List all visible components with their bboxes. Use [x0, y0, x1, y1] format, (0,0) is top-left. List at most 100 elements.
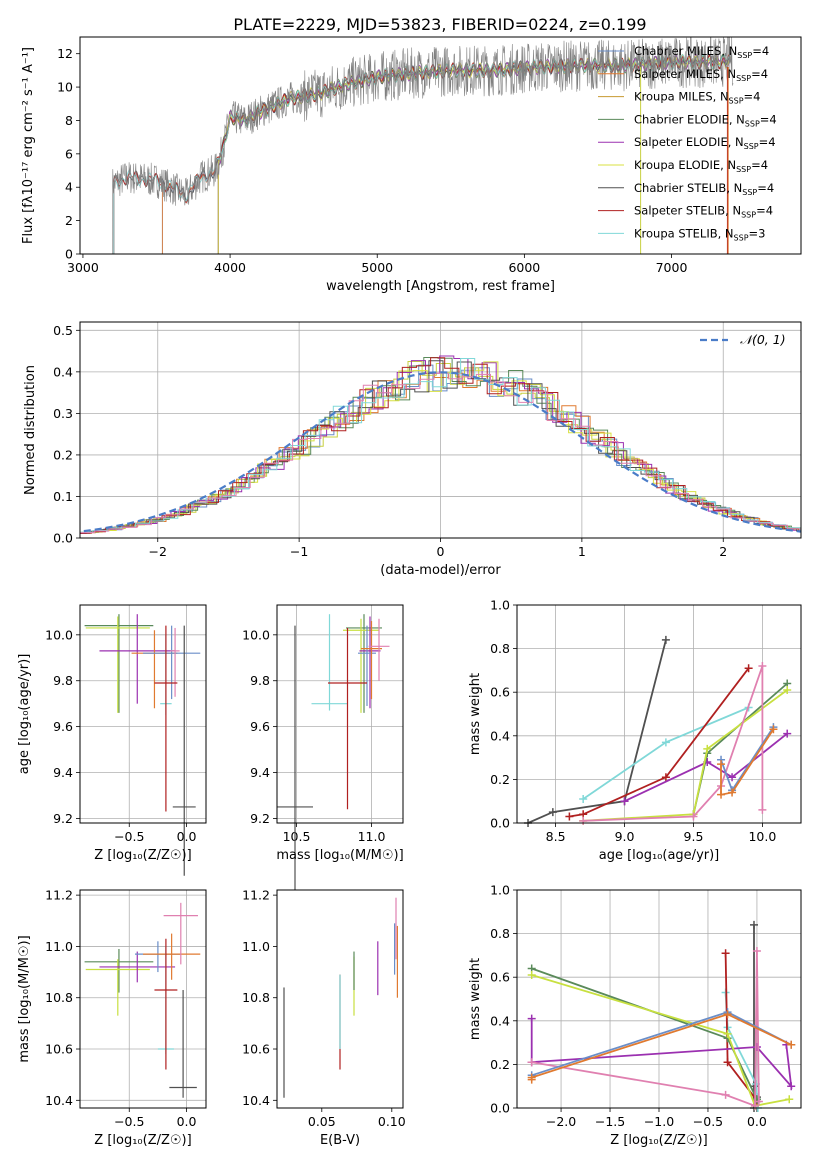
model-line — [217, 54, 731, 254]
x-tick-label: 0.0 — [177, 1114, 197, 1129]
axes-frame — [79, 36, 802, 255]
weight-line — [720, 728, 775, 796]
x-axis-label: wavelength [Angstrom, rest frame] — [326, 279, 555, 294]
y-axis-label: mass [log₁₀(M/M☉)] — [17, 935, 32, 1062]
model-line — [217, 53, 731, 254]
weight-marker — [728, 788, 737, 797]
x-tick-label: 0.0 — [177, 829, 197, 844]
weight-marker — [548, 808, 557, 817]
histogram-series — [80, 372, 801, 534]
spectrum-plot: 3000 4000 5000 6000 7000 0 2 4 6 8 10 12 wavelength … — [21, 36, 802, 294]
legend-label: Kroupa MILES, NSSP=4 — [634, 90, 760, 106]
histogram-series — [80, 361, 801, 534]
weight-marker — [783, 686, 792, 695]
x-axis-label: E(B-V) — [320, 1133, 360, 1148]
x-tick-label: −0.5 — [693, 1114, 723, 1129]
weight-marker — [717, 760, 726, 769]
axes-frame — [79, 321, 802, 539]
weight-marker — [703, 744, 712, 753]
y-tick-label: 0.5 — [53, 323, 73, 338]
y-tick-label: 0.8 — [490, 641, 510, 656]
model-line — [217, 54, 731, 254]
residuals-histogram: −2 −1 0 1 2 0.0 0.1 0.2 0.3 0.4 0.5 (data-model)/er… — [23, 321, 802, 578]
legend-label: Chabrier MILES, NSSP=4 — [634, 44, 769, 60]
weight-marker — [721, 1090, 730, 1099]
axes-frame — [516, 604, 802, 824]
y-axis-label: mass weight — [468, 673, 483, 755]
y-tick-label: 0.8 — [490, 926, 510, 941]
x-tick-label: 5000 — [361, 260, 393, 275]
model-line — [161, 52, 731, 254]
x-axis-label: age [log₁₀(age/yr)] — [599, 848, 720, 863]
x-tick-label: 2 — [719, 544, 727, 559]
weight-line — [569, 667, 750, 818]
y-tick-label: 0.1 — [53, 489, 73, 504]
x-axis-label: Z [log₁₀(Z/Z☉)] — [610, 1133, 707, 1148]
y-tick-label: 6 — [65, 146, 73, 161]
weight-marker — [744, 664, 753, 673]
x-tick-label: 10.0 — [748, 829, 776, 844]
y-tick-label: 11.0 — [242, 939, 270, 954]
y-tick-label: 9.6 — [53, 719, 73, 734]
y-tick-label: 0.6 — [490, 970, 510, 985]
weight-marker — [579, 795, 588, 804]
y-tick-label: 0.0 — [490, 1101, 510, 1116]
y-tick-label: 4 — [65, 180, 73, 195]
weight-marker — [721, 949, 730, 958]
x-tick-label: 1 — [578, 544, 586, 559]
x-tick-label: −1.0 — [644, 1114, 674, 1129]
weight-line — [527, 639, 667, 824]
weight-line — [531, 950, 760, 1108]
x-tick-label: 10.5 — [283, 829, 311, 844]
x-tick-label: −1.5 — [595, 1114, 625, 1129]
weight-marker — [661, 738, 670, 747]
weight-line — [531, 974, 790, 1107]
x-tick-label: 0 — [437, 544, 445, 559]
histogram-series — [80, 361, 801, 534]
weight-marker — [579, 816, 588, 825]
weight-marker — [754, 1097, 763, 1106]
y-tick-label: 10.0 — [242, 627, 270, 642]
weight-marker — [527, 1073, 536, 1082]
y-tick-label: 2 — [65, 213, 73, 228]
weight-marker — [620, 797, 629, 806]
model-line — [113, 52, 731, 254]
x-tick-label: 6000 — [508, 260, 540, 275]
axes-frame — [79, 889, 207, 1109]
y-tick-label: 10.4 — [242, 1093, 270, 1108]
y-tick-label: 11.2 — [242, 888, 270, 903]
legend-label: Salpeter MILES, NSSP=4 — [634, 67, 768, 83]
model-line — [217, 53, 731, 254]
x-tick-label: 0.10 — [378, 1114, 406, 1129]
weight-line — [531, 967, 758, 1100]
histogram-series — [80, 372, 801, 534]
weight-marker — [787, 1040, 796, 1049]
weight-marker — [565, 812, 574, 821]
y-tick-label: 10.8 — [45, 990, 73, 1005]
y-tick-label: 10.0 — [45, 627, 73, 642]
x-tick-label: 4000 — [214, 260, 246, 275]
x-tick-label: 7000 — [656, 260, 688, 275]
age-vs-mass-plot: 10.5 11.0 9.2 9.4 9.6 9.8 10.0 mass [log₁₀(M/M☉… — [242, 604, 404, 890]
weight-marker — [723, 1058, 732, 1067]
age-vs-metallicity-plot: −0.5 0.0 9.2 9.4 9.6 9.8 10.0 Z [log₁₀(Z/Z☉)] ag… — [17, 604, 207, 876]
y-tick-label: 0.6 — [490, 685, 510, 700]
x-tick-label: −0.5 — [114, 1114, 144, 1129]
weight-marker — [723, 1029, 732, 1038]
weight-marker — [723, 1010, 732, 1019]
x-axis-label: Z [log₁₀(Z/Z☉)] — [94, 1133, 191, 1148]
y-tick-label: 0.0 — [490, 816, 510, 831]
weight-line — [624, 732, 788, 803]
figure-title: PLATE=2229, MJD=53823, FIBERID=0224, z=0… — [233, 15, 646, 34]
weight-marker — [758, 662, 767, 671]
y-tick-label: 0 — [65, 247, 73, 262]
x-tick-label: 9.0 — [615, 829, 635, 844]
mass-vs-extinction-plot: 0.05 0.10 10.4 10.6 10.8 11.0 11.2 E(B-V) — [242, 888, 406, 1148]
y-tick-label: 10.6 — [45, 1042, 73, 1057]
legend-label: Kroupa STELIB, NSSP=3 — [634, 226, 765, 242]
weight-marker — [752, 1042, 761, 1051]
x-axis-label: Z [log₁₀(Z/Z☉)] — [94, 848, 191, 863]
y-tick-label: 0.4 — [490, 728, 510, 743]
legend-label: Chabrier ELODIE, NSSP=4 — [634, 112, 777, 128]
